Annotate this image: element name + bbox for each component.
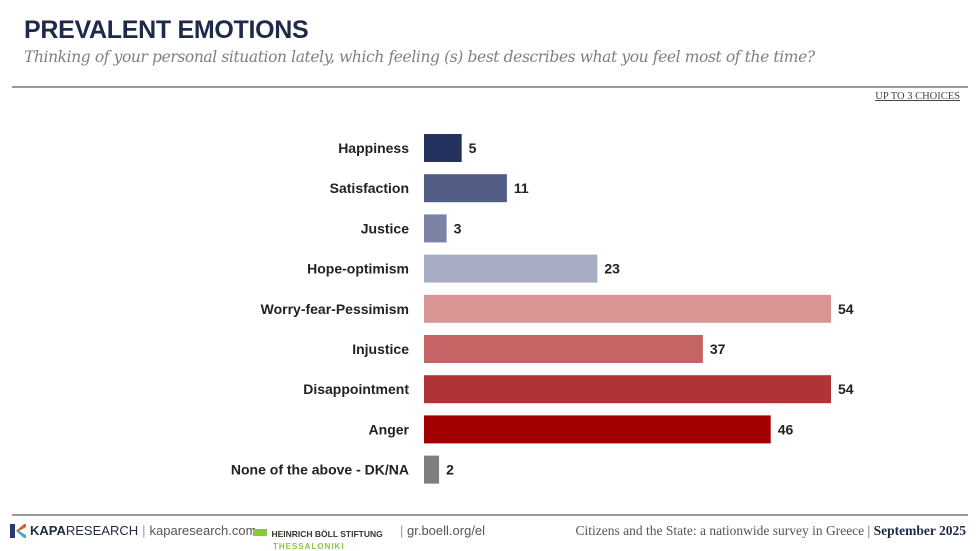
- boell-link[interactable]: gr.boell.org/el: [407, 523, 486, 538]
- choices-note: UP TO 3 CHOICES: [875, 91, 960, 102]
- boell-name: HEINRICH BÖLL STIFTUNG: [271, 529, 383, 539]
- category-label: Happiness: [338, 140, 409, 156]
- boell-mark-icon: [253, 529, 267, 537]
- data-label: 11: [514, 180, 529, 196]
- category-label: Injustice: [352, 341, 409, 357]
- bar: [424, 254, 598, 283]
- kapa-k-icon: [10, 523, 26, 538]
- category-label: Worry-fear-Pessimism: [261, 301, 409, 317]
- category-label: Justice: [361, 220, 409, 236]
- data-label: 23: [604, 261, 620, 277]
- boell-logo: HEINRICH BÖLL STIFTUNG THESSALONIKI: [253, 524, 383, 551]
- bar: [424, 335, 703, 363]
- category-label: None of the above - DK/NA: [231, 462, 409, 478]
- survey-credit: Citizens and the State: a nationwide sur…: [575, 523, 966, 538]
- survey-name: Citizens and the State: a nationwide sur…: [575, 523, 865, 538]
- kapa-name-light: RESEARCH: [65, 523, 139, 538]
- kapa-name-bold: KAPA: [30, 523, 66, 538]
- data-label: 37: [710, 341, 726, 357]
- category-label: Anger: [369, 421, 410, 437]
- data-label: 46: [778, 421, 794, 437]
- bar: [424, 174, 507, 203]
- header-divider: [12, 86, 968, 88]
- boell-city: THESSALONIKI: [273, 542, 345, 551]
- data-label: 3: [454, 220, 462, 236]
- bar: [424, 415, 771, 444]
- kapa-link[interactable]: kaparesearch.com: [149, 523, 257, 538]
- kapa-logo: KAPA RESEARCH | kaparesearch.com: [10, 523, 256, 538]
- bar: [424, 455, 440, 484]
- bar: [424, 294, 831, 323]
- data-label: 54: [838, 301, 854, 317]
- bar: [424, 214, 447, 243]
- bar: [424, 134, 462, 162]
- bar: [424, 375, 831, 404]
- page-title: PREVALENT EMOTIONS: [24, 16, 309, 44]
- category-label: Satisfaction: [330, 180, 409, 196]
- data-label: 54: [838, 381, 854, 397]
- question-subtitle: Thinking of your personal situation late…: [24, 48, 815, 66]
- category-label: Disappointment: [303, 381, 409, 397]
- footer-divider: [12, 514, 968, 516]
- data-label: 2: [446, 462, 454, 478]
- category-label: Hope-optimism: [307, 261, 409, 277]
- survey-date: September 2025: [873, 523, 966, 538]
- data-label: 5: [469, 140, 477, 156]
